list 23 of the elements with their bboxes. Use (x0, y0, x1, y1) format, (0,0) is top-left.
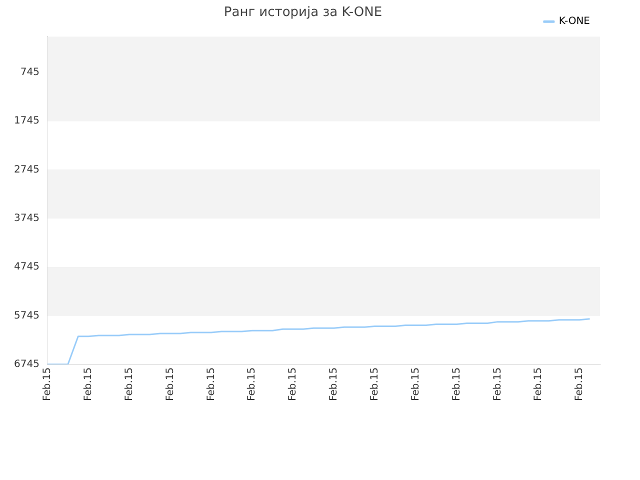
y-tick-label: 745 (20, 67, 40, 78)
x-tick-label: Feb.15 (288, 367, 299, 401)
x-tick-label: Feb.15 (369, 367, 380, 401)
y-tick-label: 3745 (14, 213, 40, 224)
x-tick-label: Feb.15 (164, 367, 176, 401)
x-tick-label: Feb.15 (42, 367, 54, 401)
x-tick-label: Feb.15 (492, 367, 504, 401)
x-tick-label: Feb.15 (246, 367, 258, 401)
y-tick-label: 1745 (14, 116, 40, 127)
y-tick-label: 6745 (14, 358, 40, 370)
x-tick-label: Feb.15 (124, 367, 135, 401)
y-tick-label: 2745 (14, 164, 40, 176)
x-tick-label: Feb.15 (206, 367, 217, 401)
x-tick-label: Feb.15 (533, 367, 544, 401)
x-tick-label: Feb.15 (82, 367, 94, 401)
y-tick-label: 5745 (14, 310, 40, 322)
x-tick-label: Feb.15 (328, 367, 340, 401)
chart-title: Ранг историја за K-ONE (224, 5, 382, 20)
legend-label: K-ONE (558, 16, 590, 28)
x-tick-label: Feb.15 (410, 367, 422, 401)
x-tick-label: Feb.15 (451, 367, 462, 401)
x-tick-label: Feb.15 (574, 367, 586, 401)
y-tick-label: 4745 (14, 262, 40, 273)
